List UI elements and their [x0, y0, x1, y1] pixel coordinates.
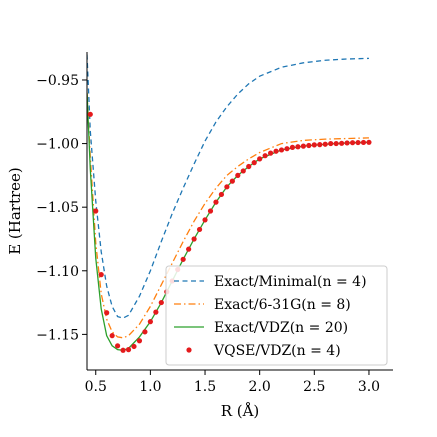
vqse-data-point: [251, 160, 257, 166]
series-line-0: [87, 54, 369, 319]
x-tick-label: 0.5: [85, 379, 107, 395]
vqse-data-point: [355, 139, 361, 146]
y-tick-label: −1.10: [36, 264, 79, 280]
vqse-data-point: [202, 217, 208, 223]
vqse-data-point: [142, 329, 148, 335]
x-tick-label: 2.5: [303, 379, 325, 395]
legend-box: [165, 265, 388, 366]
vqse-data-point: [153, 309, 159, 315]
vqse-data-point: [98, 272, 104, 278]
vqse-data-point: [131, 343, 137, 350]
vqse-data-point: [158, 299, 164, 306]
vqse-data-point: [284, 146, 290, 152]
vqse-data-point: [147, 319, 153, 325]
legend-label: VQSE/VDZ(n = 4): [213, 343, 341, 359]
vqse-data-point: [333, 140, 339, 147]
legend-label: Exact/6-31G(n = 8): [214, 297, 351, 313]
y-tick-label: −1.15: [36, 327, 79, 343]
vqse-data-point: [235, 172, 241, 178]
x-tick-label: 2.0: [249, 379, 271, 395]
vqse-data-point: [246, 163, 252, 170]
vqse-data-point: [213, 199, 219, 205]
x-tick-label: 3.0: [358, 379, 380, 395]
vqse-data-point: [366, 139, 372, 145]
vqse-data-point: [109, 333, 115, 339]
series-line-1: [87, 92, 369, 339]
vqse-data-point: [196, 226, 203, 233]
vqse-data-point: [317, 142, 323, 148]
y-tick-label: −1.05: [36, 200, 79, 216]
vqse-data-point: [289, 144, 296, 150]
vqse-data-point: [120, 347, 126, 353]
vqse-data-point: [278, 147, 285, 153]
vqse-data-point: [300, 143, 306, 149]
vqse-data-point: [322, 141, 328, 147]
vqse-data-point: [257, 156, 263, 162]
vqse-data-point: [349, 140, 356, 146]
vqse-data-point: [273, 148, 279, 154]
vqse-data-point: [306, 142, 312, 149]
vqse-data-point: [344, 140, 350, 146]
vqse-data-point: [87, 111, 93, 117]
axes: 0.5 1.0 1.5 2.0 2.5 3.0 −1.15 −1.10 −1.05 −1.00 −0…: [6, 52, 393, 420]
legend-label: Exact/VDZ(n = 20): [214, 320, 348, 336]
vqse-data-point: [115, 343, 121, 349]
vqse-data-point: [186, 246, 192, 252]
vqse-data-point: [240, 168, 246, 174]
vqse-data-point: [93, 208, 99, 214]
vqse-data-point: [180, 256, 186, 262]
vqse-data-point: [218, 191, 225, 198]
vqse-data-point: [339, 140, 345, 146]
vqse-data-point: [295, 144, 301, 150]
legend: Exact/Minimal(n = 4) Exact/6-31G(n = 8) Ex…: [165, 265, 388, 366]
plot-area: [87, 54, 372, 353]
vqse-data-point: [104, 310, 110, 316]
vqse-data-point: [328, 140, 334, 147]
vqse-data-point: [360, 139, 367, 146]
vqse-data-point: [136, 338, 143, 344]
vqse-data-point: [229, 178, 235, 184]
vqse-data-point: [207, 208, 214, 214]
vqse-data-point: [268, 150, 274, 156]
y-tick-label: −1.00: [36, 137, 79, 153]
y-tick-label: −0.95: [36, 73, 79, 89]
vqse-data-point: [191, 236, 197, 242]
vqse-data-point: [224, 184, 230, 190]
x-axis-title: R (Å): [221, 402, 260, 420]
vqse-data-point: [311, 142, 317, 148]
y-axis-title: E (Hartree): [6, 167, 24, 255]
vqse-data-point: [125, 347, 132, 353]
legend-marker: [186, 347, 192, 353]
x-tick-label: 1.0: [139, 379, 161, 395]
vqse-data-point: [262, 153, 268, 159]
x-tick-label: 1.5: [194, 379, 216, 395]
legend-label: Exact/Minimal(n = 4): [214, 274, 367, 290]
